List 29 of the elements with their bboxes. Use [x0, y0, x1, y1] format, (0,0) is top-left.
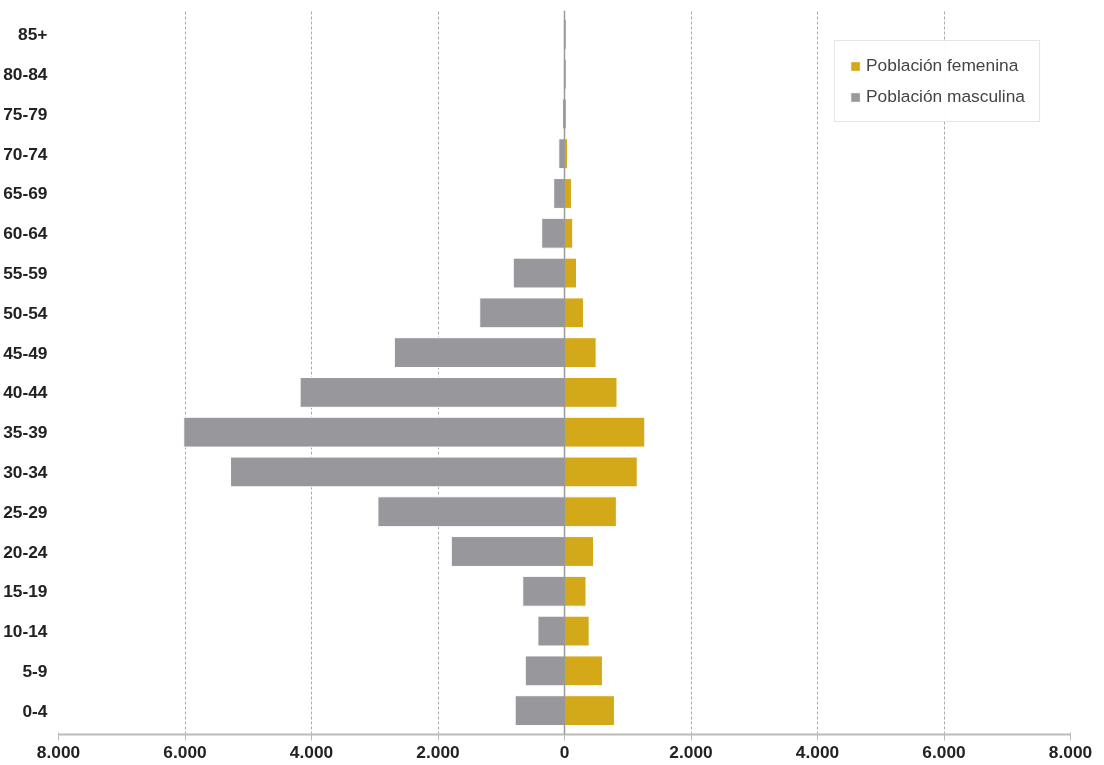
legend-label: Población femenina: [866, 55, 1019, 76]
x-tick-label: 2.000: [669, 741, 713, 762]
y-tick-label: 60-64: [3, 223, 48, 244]
x-tick-label: 0: [559, 741, 570, 762]
y-tick-label: 10-14: [3, 621, 48, 642]
y-tick-label: 20-24: [3, 541, 48, 562]
y-tick-label: 55-59: [3, 263, 48, 284]
y-tick-label: 40-44: [3, 382, 48, 403]
x-tick-label: 4.000: [289, 741, 334, 762]
x-tick-label: 8.000: [1048, 741, 1093, 762]
y-tick-label: 15-19: [3, 581, 48, 602]
y-tick-label: 25-29: [3, 501, 48, 522]
y-tick-label: 70-74: [3, 143, 48, 164]
y-tick-label: 5-9: [22, 660, 48, 681]
y-tick-label: 85+: [18, 24, 48, 45]
y-tick-label: 35-39: [3, 422, 48, 443]
y-tick-label: 65-69: [3, 183, 48, 204]
y-tick-label: 75-79: [3, 103, 48, 124]
x-tick-label: 6.000: [922, 741, 966, 762]
x-tick-label: 2.000: [416, 741, 460, 762]
x-tick-label: 8.000: [36, 741, 81, 762]
y-tick-label: 50-54: [3, 302, 48, 323]
y-tick-label: 0-4: [22, 700, 48, 721]
y-tick-label: 80-84: [3, 64, 48, 85]
y-tick-label: 45-49: [3, 342, 48, 363]
y-tick-label: 30-34: [3, 461, 48, 482]
legend-label: Población masculina: [866, 86, 1025, 107]
x-tick-label: 6.000: [163, 741, 207, 762]
x-tick-label: 4.000: [795, 741, 840, 762]
